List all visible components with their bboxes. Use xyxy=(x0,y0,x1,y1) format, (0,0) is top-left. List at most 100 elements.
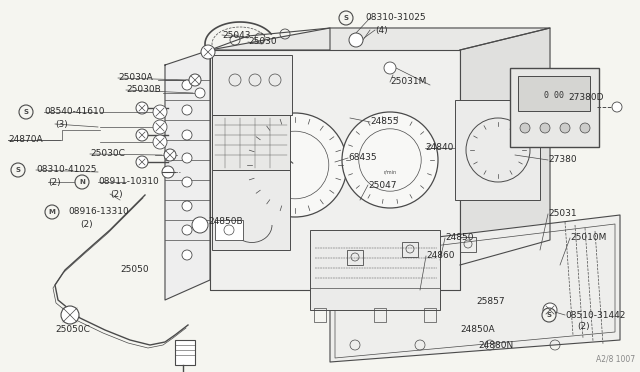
Text: S: S xyxy=(24,109,29,115)
Circle shape xyxy=(182,177,192,187)
Text: 25030: 25030 xyxy=(248,38,276,46)
Circle shape xyxy=(164,149,176,161)
Bar xyxy=(212,170,290,250)
Circle shape xyxy=(580,123,590,133)
Text: M: M xyxy=(49,209,56,215)
Polygon shape xyxy=(330,215,620,362)
Text: 24855: 24855 xyxy=(370,118,399,126)
Text: 25030B: 25030B xyxy=(126,86,161,94)
Text: 24860: 24860 xyxy=(426,251,454,260)
Circle shape xyxy=(136,156,148,168)
Circle shape xyxy=(342,112,438,208)
Bar xyxy=(460,237,476,252)
Text: 24870A: 24870A xyxy=(8,135,43,144)
Circle shape xyxy=(182,201,192,211)
Circle shape xyxy=(182,250,192,260)
Circle shape xyxy=(136,129,148,141)
Text: N: N xyxy=(79,179,85,185)
Text: 25043: 25043 xyxy=(222,31,250,39)
Text: 27380: 27380 xyxy=(548,155,577,164)
Text: 27380D: 27380D xyxy=(568,93,604,103)
Bar xyxy=(424,308,436,322)
Bar xyxy=(215,220,243,240)
Circle shape xyxy=(182,225,192,235)
Text: 08310-41025: 08310-41025 xyxy=(36,166,97,174)
Text: 0 00: 0 00 xyxy=(544,90,564,99)
FancyBboxPatch shape xyxy=(510,68,599,147)
Polygon shape xyxy=(210,28,550,50)
Text: S: S xyxy=(547,312,552,318)
Circle shape xyxy=(192,217,208,233)
Text: 08310-31025: 08310-31025 xyxy=(365,13,426,22)
Text: (2): (2) xyxy=(80,219,93,228)
Circle shape xyxy=(542,308,556,322)
Circle shape xyxy=(560,123,570,133)
Text: 68435: 68435 xyxy=(348,154,376,163)
Text: (2): (2) xyxy=(577,323,589,331)
Text: S: S xyxy=(344,15,349,21)
Text: (4): (4) xyxy=(375,26,388,35)
Bar xyxy=(402,242,418,257)
Circle shape xyxy=(136,102,148,114)
Circle shape xyxy=(153,135,167,149)
Circle shape xyxy=(45,205,59,219)
Circle shape xyxy=(189,74,201,86)
Circle shape xyxy=(182,130,192,140)
Text: r/min: r/min xyxy=(383,170,397,174)
Circle shape xyxy=(153,105,167,119)
Circle shape xyxy=(195,88,205,98)
Circle shape xyxy=(75,175,89,189)
Polygon shape xyxy=(165,50,210,300)
Polygon shape xyxy=(210,50,460,290)
Text: (2): (2) xyxy=(48,177,61,186)
Text: 08911-10310: 08911-10310 xyxy=(98,177,159,186)
Text: 24850: 24850 xyxy=(445,234,474,243)
Text: 24880N: 24880N xyxy=(478,340,513,350)
Text: A2/8 1007: A2/8 1007 xyxy=(596,355,635,364)
Bar xyxy=(314,308,326,322)
Circle shape xyxy=(243,113,347,217)
Text: 25030A: 25030A xyxy=(118,74,153,83)
Text: 25010M: 25010M xyxy=(570,234,606,243)
Bar xyxy=(374,308,386,322)
Bar xyxy=(347,250,363,265)
Circle shape xyxy=(349,33,363,47)
Text: 25050: 25050 xyxy=(120,266,148,275)
Circle shape xyxy=(182,153,192,163)
Text: 25031M: 25031M xyxy=(390,77,426,87)
Circle shape xyxy=(153,120,167,134)
Text: (2): (2) xyxy=(110,189,123,199)
Circle shape xyxy=(339,11,353,25)
Bar xyxy=(175,340,195,365)
Bar xyxy=(212,115,290,170)
Circle shape xyxy=(61,306,79,324)
Circle shape xyxy=(384,62,396,74)
Circle shape xyxy=(182,80,192,90)
Text: 08510-31442: 08510-31442 xyxy=(565,311,625,320)
Text: 25857: 25857 xyxy=(476,298,504,307)
Circle shape xyxy=(201,45,215,59)
Circle shape xyxy=(19,105,33,119)
Text: 08540-41610: 08540-41610 xyxy=(44,108,104,116)
Bar xyxy=(455,100,540,200)
Bar xyxy=(310,230,440,310)
Text: 24850B: 24850B xyxy=(208,218,243,227)
Text: 24850A: 24850A xyxy=(460,326,495,334)
Circle shape xyxy=(520,123,530,133)
Text: 24840: 24840 xyxy=(425,144,453,153)
Text: 25030C: 25030C xyxy=(90,150,125,158)
Circle shape xyxy=(162,166,174,178)
Text: 25050C: 25050C xyxy=(55,326,90,334)
Circle shape xyxy=(612,102,622,112)
Text: 25031: 25031 xyxy=(548,209,577,218)
Circle shape xyxy=(540,123,550,133)
Bar xyxy=(212,55,292,115)
Text: (3): (3) xyxy=(55,119,68,128)
Circle shape xyxy=(543,303,557,317)
Text: 08916-13310: 08916-13310 xyxy=(68,208,129,217)
Text: 25047: 25047 xyxy=(368,180,397,189)
Circle shape xyxy=(11,163,25,177)
Text: S: S xyxy=(15,167,20,173)
Circle shape xyxy=(182,105,192,115)
Polygon shape xyxy=(460,28,550,265)
